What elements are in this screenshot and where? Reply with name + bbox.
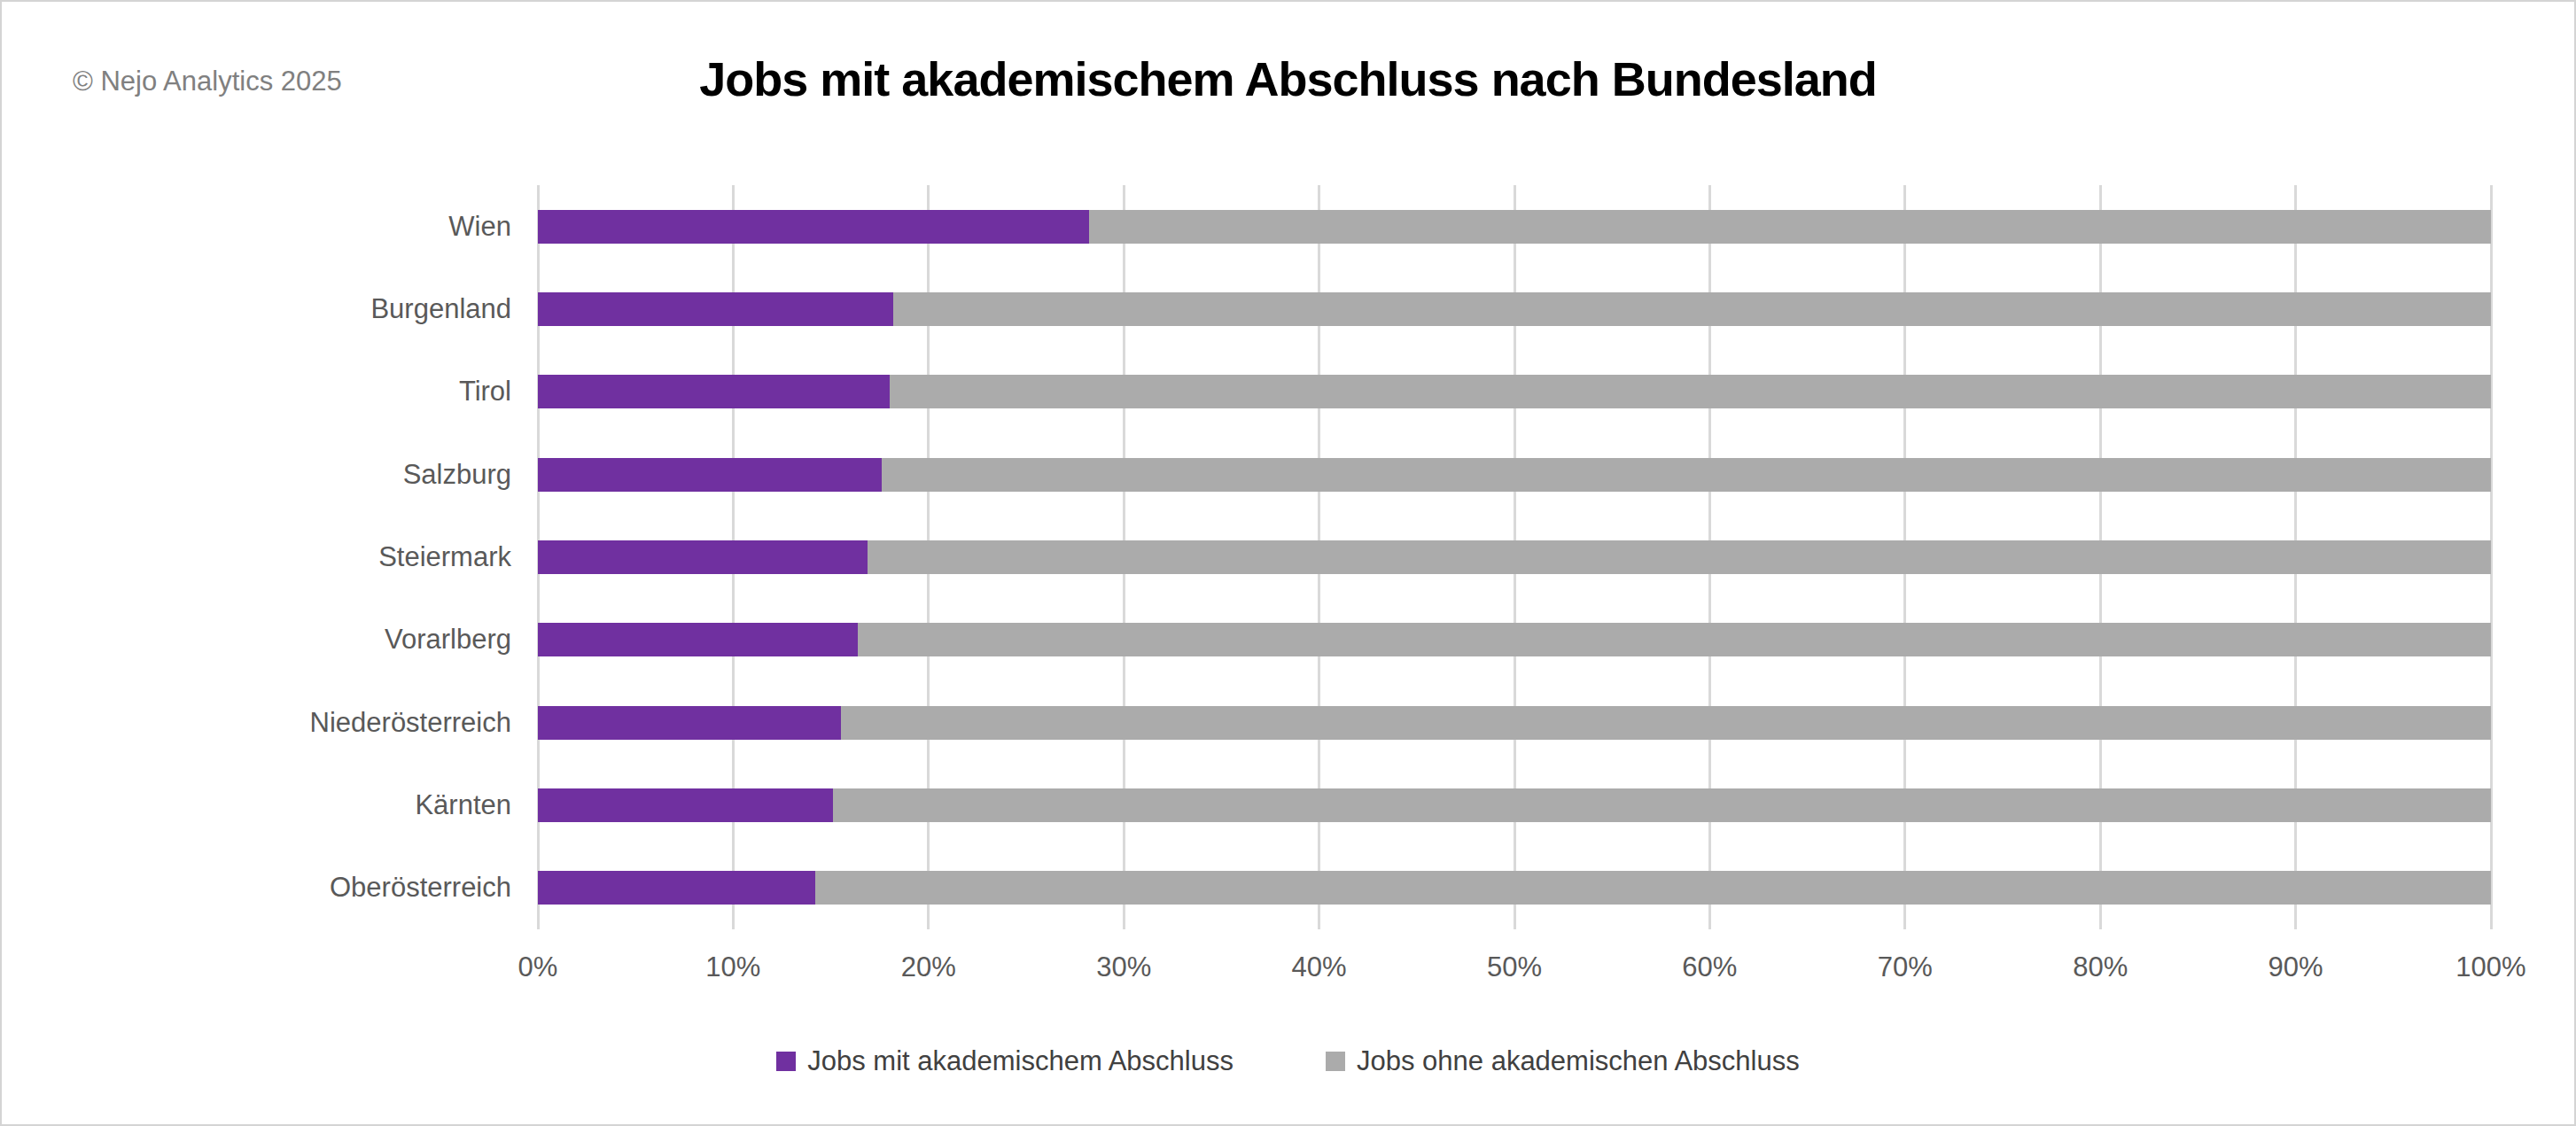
legend-marker-square-icon [776,1052,796,1071]
x-tick-label: 100% [2455,951,2525,983]
category-label: Salzburg [2,459,511,491]
bar-segment-ohne [882,458,2491,492]
category-label: Oberösterreich [2,872,511,904]
legend-marker-square-icon [1326,1052,1345,1071]
bar-segment-akademisch [538,623,858,656]
bar-segment-akademisch [538,540,868,574]
legend-item: Jobs ohne akademischen Abschluss [1326,1045,1800,1077]
x-tick-label: 40% [1292,951,1347,983]
legend-label: Jobs ohne akademischen Abschluss [1357,1045,1800,1077]
x-tick-label: 50% [1487,951,1542,983]
bar-segment-ohne [815,871,2491,905]
bar-segment-akademisch [538,788,833,822]
bar-segment-akademisch [538,292,893,326]
legend-label: Jobs mit akademischem Abschluss [807,1045,1234,1077]
x-tick-label: 80% [2073,951,2128,983]
bar-segment-akademisch [538,706,841,740]
bar-row [538,706,2491,740]
category-label: Wien [2,211,511,243]
x-tick-label: 0% [518,951,558,983]
bar-row [538,623,2491,656]
bar-segment-ohne [1089,210,2491,244]
bar-segment-akademisch [538,458,882,492]
bar-segment-akademisch [538,375,890,408]
bar-row [538,540,2491,574]
x-tick-label: 90% [2269,951,2323,983]
bar-segment-ohne [890,375,2491,408]
bar-segment-akademisch [538,210,1089,244]
chart-canvas: © Nejo Analytics 2025 Jobs mit akademisc… [0,0,2576,1126]
plot-area [538,185,2491,929]
x-tick-label: 30% [1096,951,1151,983]
bar-segment-ohne [833,788,2491,822]
category-label: Tirol [2,376,511,408]
bar-row [538,871,2491,905]
category-label: Vorarlberg [2,624,511,656]
x-tick-label: 60% [1682,951,1737,983]
bar-row [538,375,2491,408]
bar-row [538,788,2491,822]
category-label: Kärnten [2,789,511,821]
category-label: Niederösterreich [2,707,511,739]
bar-row [538,292,2491,326]
x-tick-label: 70% [1878,951,1933,983]
bar-row [538,210,2491,244]
category-label: Steiermark [2,541,511,573]
x-tick-label: 10% [705,951,760,983]
legend-item: Jobs mit akademischem Abschluss [776,1045,1234,1077]
bar-row [538,458,2491,492]
bar-segment-ohne [893,292,2491,326]
x-tick-label: 20% [901,951,956,983]
bar-segment-akademisch [538,871,815,905]
bar-segment-ohne [868,540,2491,574]
bar-segment-ohne [858,623,2491,656]
bar-segment-ohne [841,706,2491,740]
legend: Jobs mit akademischem Abschluss Jobs ohne… [2,1045,2574,1077]
category-label: Burgenland [2,293,511,325]
chart-title: Jobs mit akademischem Abschluss nach Bun… [2,51,2574,106]
